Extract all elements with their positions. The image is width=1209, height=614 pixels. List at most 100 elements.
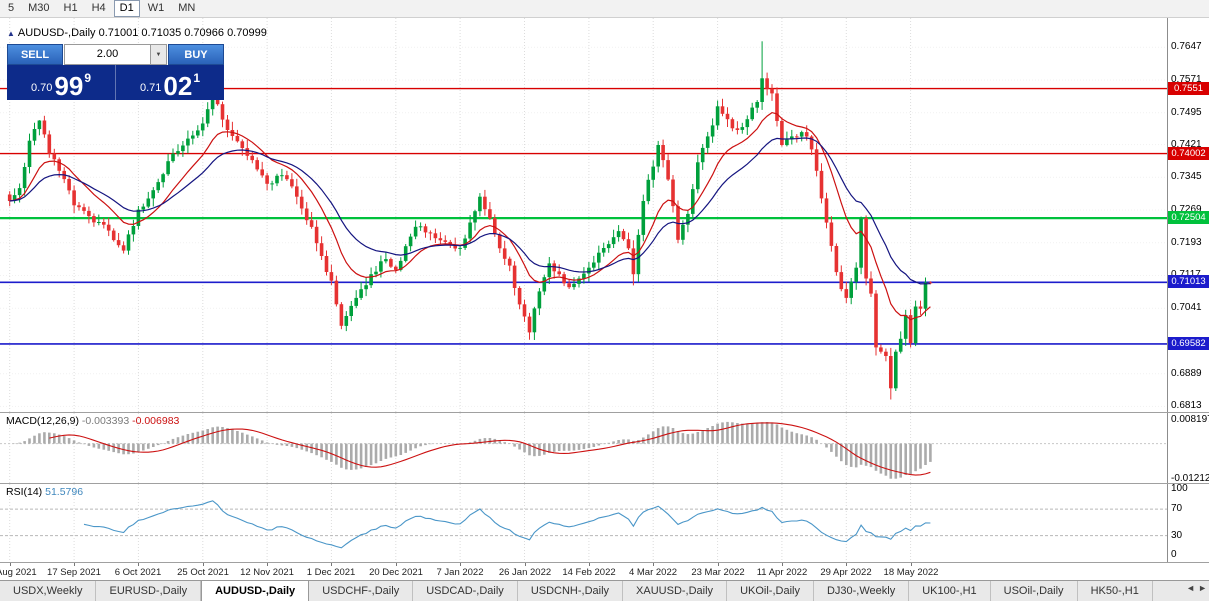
chart-ohlc-values: 0.71001 0.71035 0.70966 0.70999 bbox=[98, 27, 267, 39]
time-axis-tick bbox=[460, 563, 461, 566]
timeframe-button-h4[interactable]: H4 bbox=[91, 2, 106, 14]
macd-signal-value: -0.006983 bbox=[132, 415, 180, 427]
time-axis-tick bbox=[718, 563, 719, 566]
date-axis-label: 20 Dec 2021 bbox=[369, 567, 423, 578]
time-axis-tick bbox=[331, 563, 332, 566]
sell-price-big: 99 bbox=[54, 70, 84, 101]
time-axis-tick bbox=[589, 563, 590, 566]
price-chart-canvas bbox=[0, 18, 1167, 412]
time-axis-tick bbox=[653, 563, 654, 566]
timeframe-button-d1[interactable]: D1 bbox=[113, 0, 140, 17]
chart-tab-usoil-daily[interactable]: USOil-,Daily bbox=[991, 581, 1078, 601]
price-axis-label: 0.7269 bbox=[1171, 204, 1202, 215]
price-axis-label: 0.7647 bbox=[1171, 41, 1202, 52]
panel-splitter[interactable] bbox=[0, 412, 1209, 413]
rsi-axis-label: 0 bbox=[1171, 549, 1177, 560]
price-level-badge: 0.74002 bbox=[1168, 147, 1209, 160]
timeframe-toolbar: 5 M30 H1 H4 D1 W1 MN bbox=[0, 0, 1209, 18]
chart-tab-ukoil-daily[interactable]: UKOil-,Daily bbox=[727, 581, 814, 601]
one-click-top-row: SELL 2.00 ▼ BUY bbox=[7, 44, 224, 65]
rsi-axis-label: 30 bbox=[1171, 530, 1183, 541]
price-axis-label: 0.7193 bbox=[1171, 237, 1202, 248]
price-axis-label: 0.7117 bbox=[1171, 269, 1201, 280]
price-axis-label: 0.7345 bbox=[1171, 171, 1202, 182]
chart-tab-hk50-h1[interactable]: HK50-,H1 bbox=[1078, 581, 1153, 601]
timeframe-button-mn[interactable]: MN bbox=[178, 2, 196, 14]
chart-tab-uk100-h1[interactable]: UK100-,H1 bbox=[909, 581, 991, 601]
rsi-axis-label: 100 bbox=[1171, 483, 1188, 494]
price-level-badge: 0.69582 bbox=[1168, 337, 1209, 350]
timeframe-button-w1[interactable]: W1 bbox=[147, 2, 165, 14]
chart-symbol: AUDUSD-,Daily bbox=[17, 27, 96, 39]
price-axis-label: 0.7421 bbox=[1171, 139, 1202, 150]
date-axis-label: 14 Feb 2022 bbox=[562, 567, 616, 578]
timeframe-button-m30[interactable]: M30 bbox=[28, 2, 50, 14]
date-axis-label: 4 Mar 2022 bbox=[628, 567, 678, 578]
sell-price-prefix: 0.70 bbox=[30, 82, 53, 94]
price-axis-label: 0.6813 bbox=[1171, 400, 1202, 411]
date-axis-label: 26 Jan 2022 bbox=[498, 567, 552, 578]
one-click-price-row: 0.70 99 9 0.71 02 1 bbox=[7, 65, 224, 100]
price-axis-label: 0.7495 bbox=[1171, 107, 1202, 118]
time-axis-tick bbox=[782, 563, 783, 566]
tab-scroll-right-icon[interactable]: ► bbox=[1198, 583, 1207, 593]
date-axis-label: 12 Nov 2021 bbox=[240, 567, 294, 578]
macd-canvas bbox=[0, 413, 1167, 483]
time-axis-tick bbox=[10, 563, 11, 566]
date-axis-label: 17 Sep 2021 bbox=[47, 567, 101, 578]
chart-tab-usdcad-daily[interactable]: USDCAD-,Daily bbox=[413, 581, 518, 601]
lot-size-value[interactable]: 2.00 bbox=[96, 48, 119, 60]
date-axis-label: 18 May 2022 bbox=[883, 567, 939, 578]
price-axis-label: 0.6889 bbox=[1171, 368, 1202, 379]
time-axis-scale[interactable]: 30 Aug 2021 17 Sep 2021 6 Oct 2021 25 Oct 2… bbox=[0, 563, 1209, 580]
sell-price-sup: 9 bbox=[84, 71, 92, 85]
price-axis-label: 0.7571 bbox=[1171, 74, 1202, 85]
panel-splitter[interactable] bbox=[0, 562, 1209, 563]
macd-panel[interactable] bbox=[0, 413, 1167, 483]
price-axis-border bbox=[1167, 18, 1168, 563]
timeframe-button-h1[interactable]: H1 bbox=[63, 2, 78, 14]
rsi-panel[interactable] bbox=[0, 484, 1167, 562]
time-axis-tick bbox=[396, 563, 397, 566]
lot-size-field[interactable]: 2.00 ▼ bbox=[64, 44, 167, 65]
price-chart-panel[interactable] bbox=[0, 18, 1167, 412]
chart-tab-usdx-weekly[interactable]: USDX,Weekly bbox=[0, 581, 97, 601]
time-axis-tick bbox=[74, 563, 75, 566]
price-level-badge: 0.72504 bbox=[1168, 211, 1209, 224]
time-axis-tick bbox=[138, 563, 139, 566]
macd-main-value: -0.003393 bbox=[81, 415, 130, 427]
chart-tab-eurusd-daily[interactable]: EURUSD-,Daily bbox=[96, 581, 202, 601]
chart-tab-xauusd-daily[interactable]: XAUUSD-,Daily bbox=[623, 581, 728, 601]
sell-price-display[interactable]: 0.70 99 9 bbox=[7, 65, 116, 100]
rsi-value: 51.5796 bbox=[45, 486, 84, 498]
buy-price-sup: 1 bbox=[193, 71, 201, 85]
time-axis-tick bbox=[846, 563, 847, 566]
date-axis-label: 6 Oct 2021 bbox=[114, 567, 162, 578]
panel-splitter[interactable] bbox=[0, 483, 1209, 484]
buy-price-display[interactable]: 0.71 02 1 bbox=[116, 65, 224, 100]
chart-tab-audusd-daily[interactable]: AUDUSD-,Daily bbox=[201, 581, 310, 601]
time-axis-tick bbox=[911, 563, 912, 566]
rsi-canvas bbox=[0, 484, 1167, 562]
chart-tab-dj30-weekly[interactable]: DJ30-,Weekly bbox=[814, 581, 910, 601]
buy-button[interactable]: BUY bbox=[168, 44, 224, 65]
macd-axis-label: 0.008197 bbox=[1171, 414, 1209, 425]
date-axis-label: 25 Oct 2021 bbox=[177, 567, 229, 578]
chart-tab-bar: USDX,Weekly EURUSD-,Daily AUDUSD-,Daily USD… bbox=[0, 580, 1209, 601]
date-axis-label: 23 Mar 2022 bbox=[691, 567, 745, 578]
time-axis-tick bbox=[267, 563, 268, 566]
date-axis-label: 1 Dec 2021 bbox=[306, 567, 356, 578]
time-axis-tick bbox=[203, 563, 204, 566]
timeframe-button-5[interactable]: 5 bbox=[8, 2, 15, 14]
tab-scroll-left-icon[interactable]: ◄ bbox=[1186, 583, 1196, 593]
date-axis-label: 30 Aug 2021 bbox=[0, 567, 37, 578]
chart-tab-usdcnh-daily[interactable]: USDCNH-,Daily bbox=[518, 581, 624, 601]
sell-button[interactable]: SELL bbox=[7, 44, 63, 65]
price-level-badge: 0.7551 bbox=[1168, 82, 1209, 95]
lot-size-dropdown-icon[interactable]: ▼ bbox=[150, 45, 166, 64]
date-axis-label: 11 Apr 2022 bbox=[756, 567, 808, 578]
chart-tab-usdchf-daily[interactable]: USDCHF-,Daily bbox=[309, 581, 414, 601]
chart-expand-icon[interactable]: ▲ bbox=[7, 29, 15, 38]
